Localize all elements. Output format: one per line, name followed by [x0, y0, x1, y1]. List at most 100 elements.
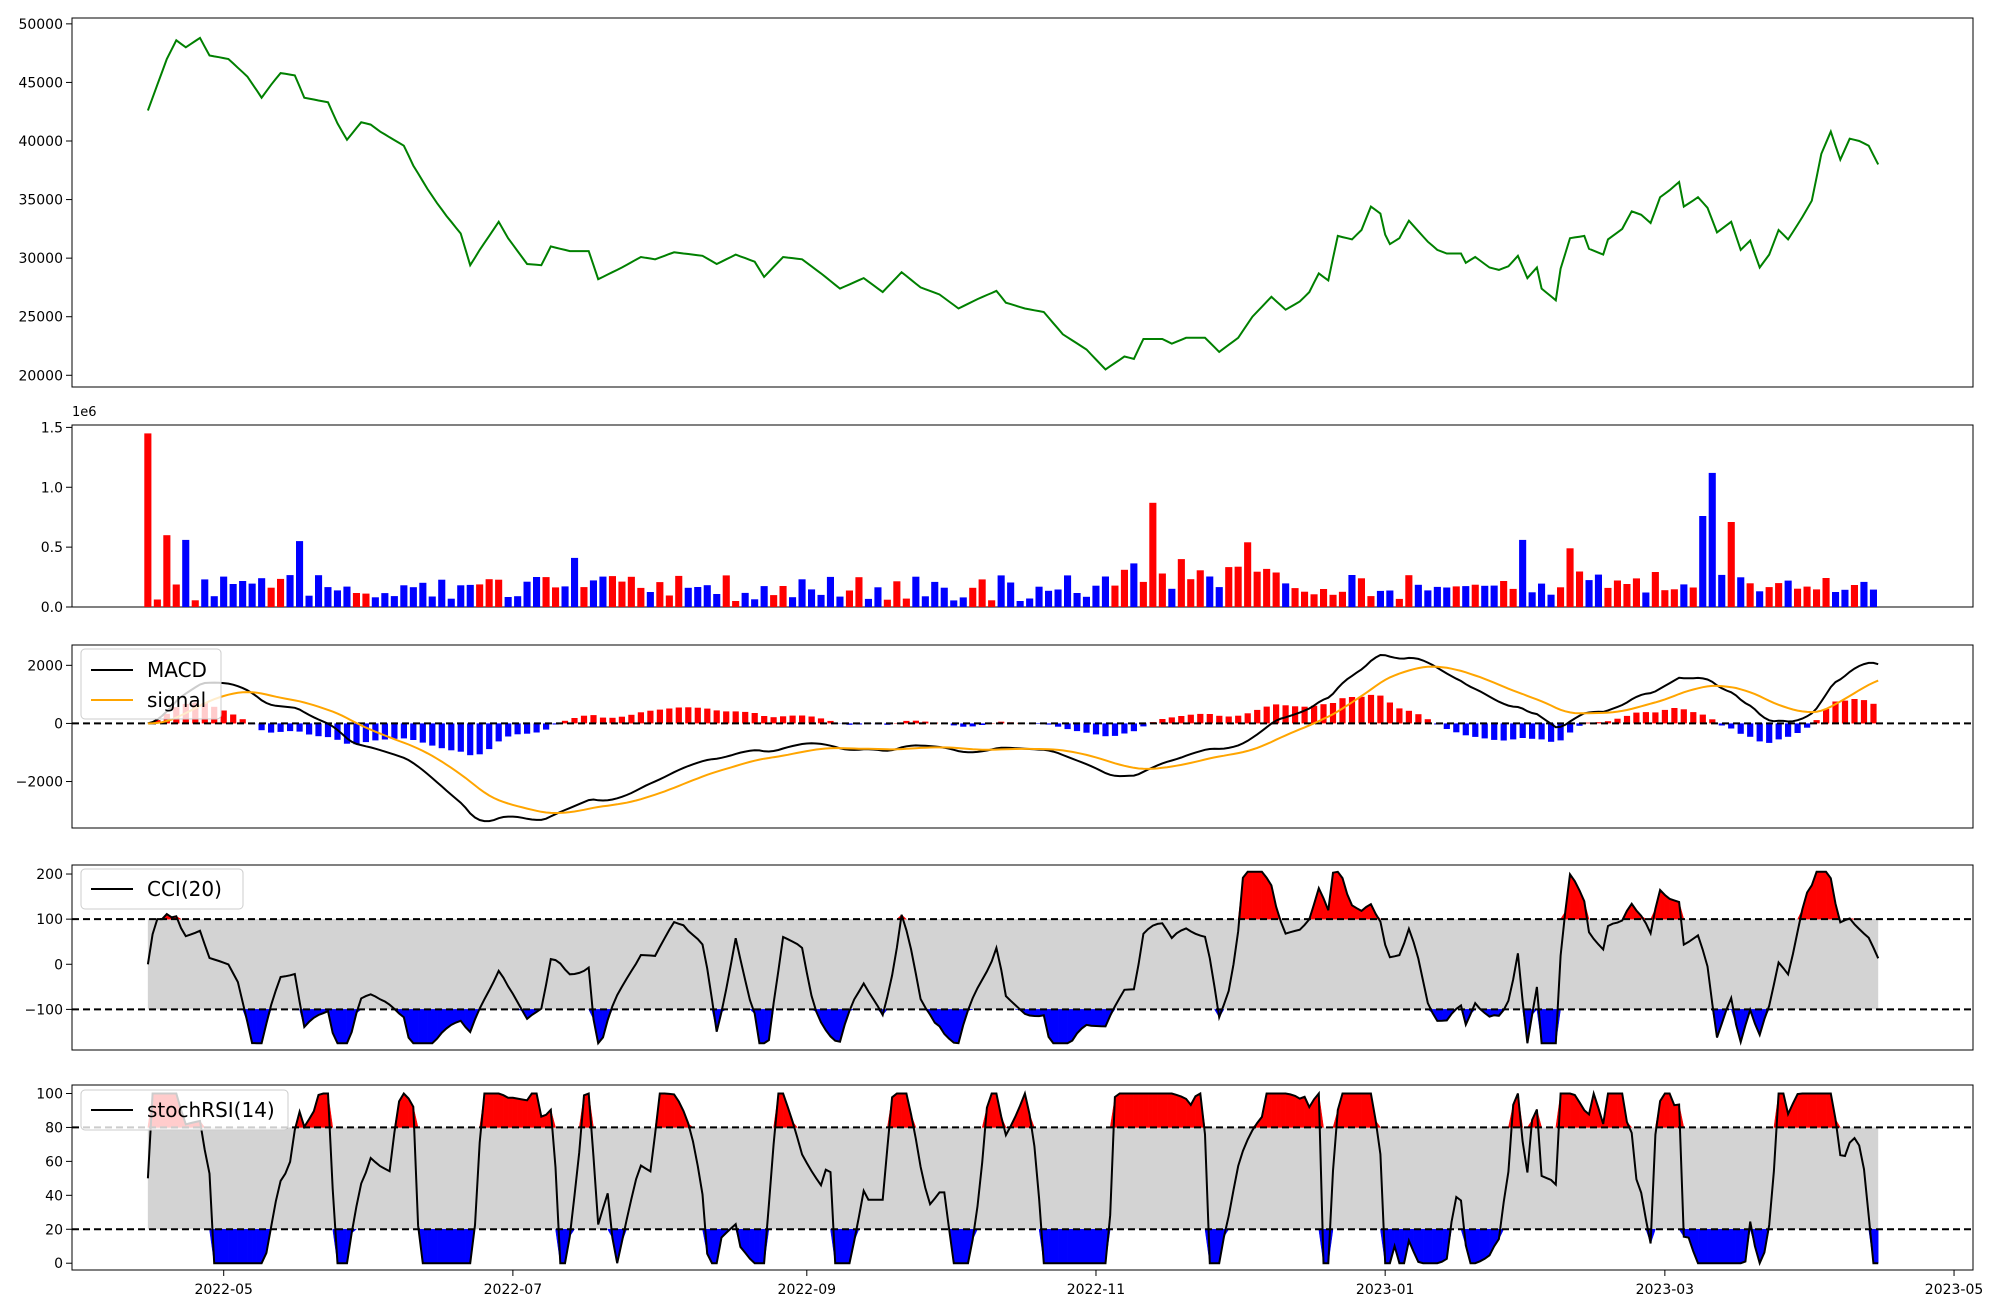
stoch-oversold-fill [1707, 1229, 1713, 1264]
macd-histogram-bar [524, 723, 531, 734]
volume-bar [1357, 578, 1365, 607]
volume-bar [1234, 566, 1242, 607]
macd-histogram-bar [656, 709, 663, 724]
macd-histogram-bar [666, 708, 673, 724]
price-line [146, 36, 1880, 371]
x-tick-label: 2022-05 [194, 1282, 253, 1298]
stoch-overbought-fill [1342, 1093, 1348, 1128]
volume-bar [1869, 589, 1877, 607]
macd-histogram-bar [1529, 723, 1536, 739]
macd-histogram-bar [732, 711, 739, 724]
volume-bar [1158, 573, 1166, 607]
macd-histogram-bar [903, 720, 910, 724]
macd-histogram-bar [1405, 710, 1412, 724]
cci-oversold-fill [948, 1009, 955, 1044]
price-ytick-label: 20000 [18, 368, 63, 384]
volume-bar [409, 587, 417, 607]
macd-histogram-bar [1424, 719, 1431, 724]
stochrsi-panel: 0 20 40 60 80 100 2022-05 2022-07 2022-09 2022-11… [36, 1084, 1983, 1298]
volume-bar [1016, 601, 1024, 607]
stoch-oversold-fill [223, 1229, 229, 1264]
cci-overbought-fill [1261, 871, 1267, 920]
stoch-oversold-fill [1090, 1229, 1097, 1264]
volume-bar [485, 579, 493, 607]
macd-histogram-bar [637, 712, 644, 724]
stoch-overbought-fill [488, 1093, 495, 1128]
volume-bar [713, 594, 721, 607]
volume-bar [665, 595, 673, 607]
volume-bar [1822, 578, 1830, 607]
volume-bar [144, 433, 152, 607]
macd-histogram-bar [514, 723, 521, 735]
volume-panel: 0.0 0.5 1.0 1.5 [41, 420, 1974, 616]
macd-histogram-bar [1728, 723, 1735, 729]
stoch-overbought-fill [1133, 1093, 1139, 1128]
volume-bar [1301, 591, 1309, 607]
macd-histogram-bar [1102, 723, 1109, 737]
macd-histogram-bar [268, 723, 275, 733]
macd-histogram-bar [1282, 705, 1289, 724]
macd-histogram-bar [599, 717, 607, 724]
macd-histogram-bar [1453, 723, 1460, 733]
stoch-overbought-fill [484, 1093, 490, 1128]
macd-histogram-bar [1860, 700, 1868, 724]
volume-bar [172, 584, 180, 607]
volume-bar [1613, 580, 1621, 607]
stoch-ytick-label: 20 [45, 1222, 63, 1238]
macd-line [147, 653, 1879, 823]
stoch-oversold-fill [1067, 1229, 1073, 1264]
macd-histogram-bar [1652, 712, 1659, 724]
macd-histogram-bar [1671, 708, 1678, 724]
cci-overbought-fill [1256, 871, 1263, 920]
macd-histogram-bar [675, 707, 682, 724]
volume-bar [438, 579, 446, 607]
volume-bar [940, 587, 948, 607]
macd-histogram-bar [1111, 723, 1119, 736]
volume-bar [419, 582, 427, 607]
cci-oversold-fill [759, 1009, 765, 1044]
macd-histogram-bar [1197, 713, 1204, 724]
stoch-oversold-fill [1081, 1229, 1087, 1264]
stoch-overbought-fill [896, 1093, 902, 1128]
macd-histogram-bar [239, 719, 246, 724]
volume-bar [1547, 594, 1555, 607]
legend-stoch-label: stochRSI(14) [147, 1098, 275, 1122]
macd-histogram-bar [505, 723, 512, 737]
macd-histogram-bar [694, 707, 701, 724]
macd-histogram-bar [1775, 723, 1782, 740]
macd-histogram-bar [410, 723, 417, 740]
volume-bar [1177, 559, 1185, 607]
macd-histogram-bar [685, 707, 692, 724]
macd-histogram-bar [1623, 715, 1631, 724]
macd-histogram-bar [1273, 704, 1280, 724]
macd-histogram-bar [343, 723, 351, 744]
volume-bar [627, 576, 635, 607]
stoch-oversold-fill [844, 1229, 850, 1264]
macd-frame [71, 644, 1974, 829]
stoch-oversold-fill [759, 1229, 765, 1264]
volume-bar [1120, 569, 1128, 607]
stoch-overbought-fill [664, 1093, 670, 1128]
macd-histogram-bar [1585, 722, 1593, 724]
volume-bar [779, 586, 787, 607]
price-ytick-label: 50000 [18, 17, 63, 33]
macd-histogram-bar [1045, 723, 1052, 725]
volume-bar [1566, 548, 1574, 607]
volume-bar [523, 581, 531, 607]
macd-histogram-bar [618, 716, 625, 724]
cci-frame [71, 864, 1974, 1051]
stoch-overbought-fill [531, 1093, 537, 1128]
volume-bar [191, 600, 199, 607]
stoch-overbought-fill [522, 1099, 528, 1128]
macd-histogram-bar [1614, 718, 1621, 724]
stoch-ytick-label: 60 [45, 1154, 63, 1170]
stoch-overbought-fill [1797, 1093, 1803, 1128]
cci-oversold-fill [1057, 1009, 1064, 1044]
macd-histogram-bar [1870, 703, 1877, 724]
stoch-overbought-fill [318, 1093, 324, 1128]
macd-histogram-bar [1823, 709, 1830, 724]
volume-bar [1557, 587, 1565, 607]
macd-histogram-bar [609, 717, 616, 724]
stoch-overbought-fill [1617, 1093, 1623, 1128]
stoch-overbought-fill [1806, 1093, 1813, 1128]
